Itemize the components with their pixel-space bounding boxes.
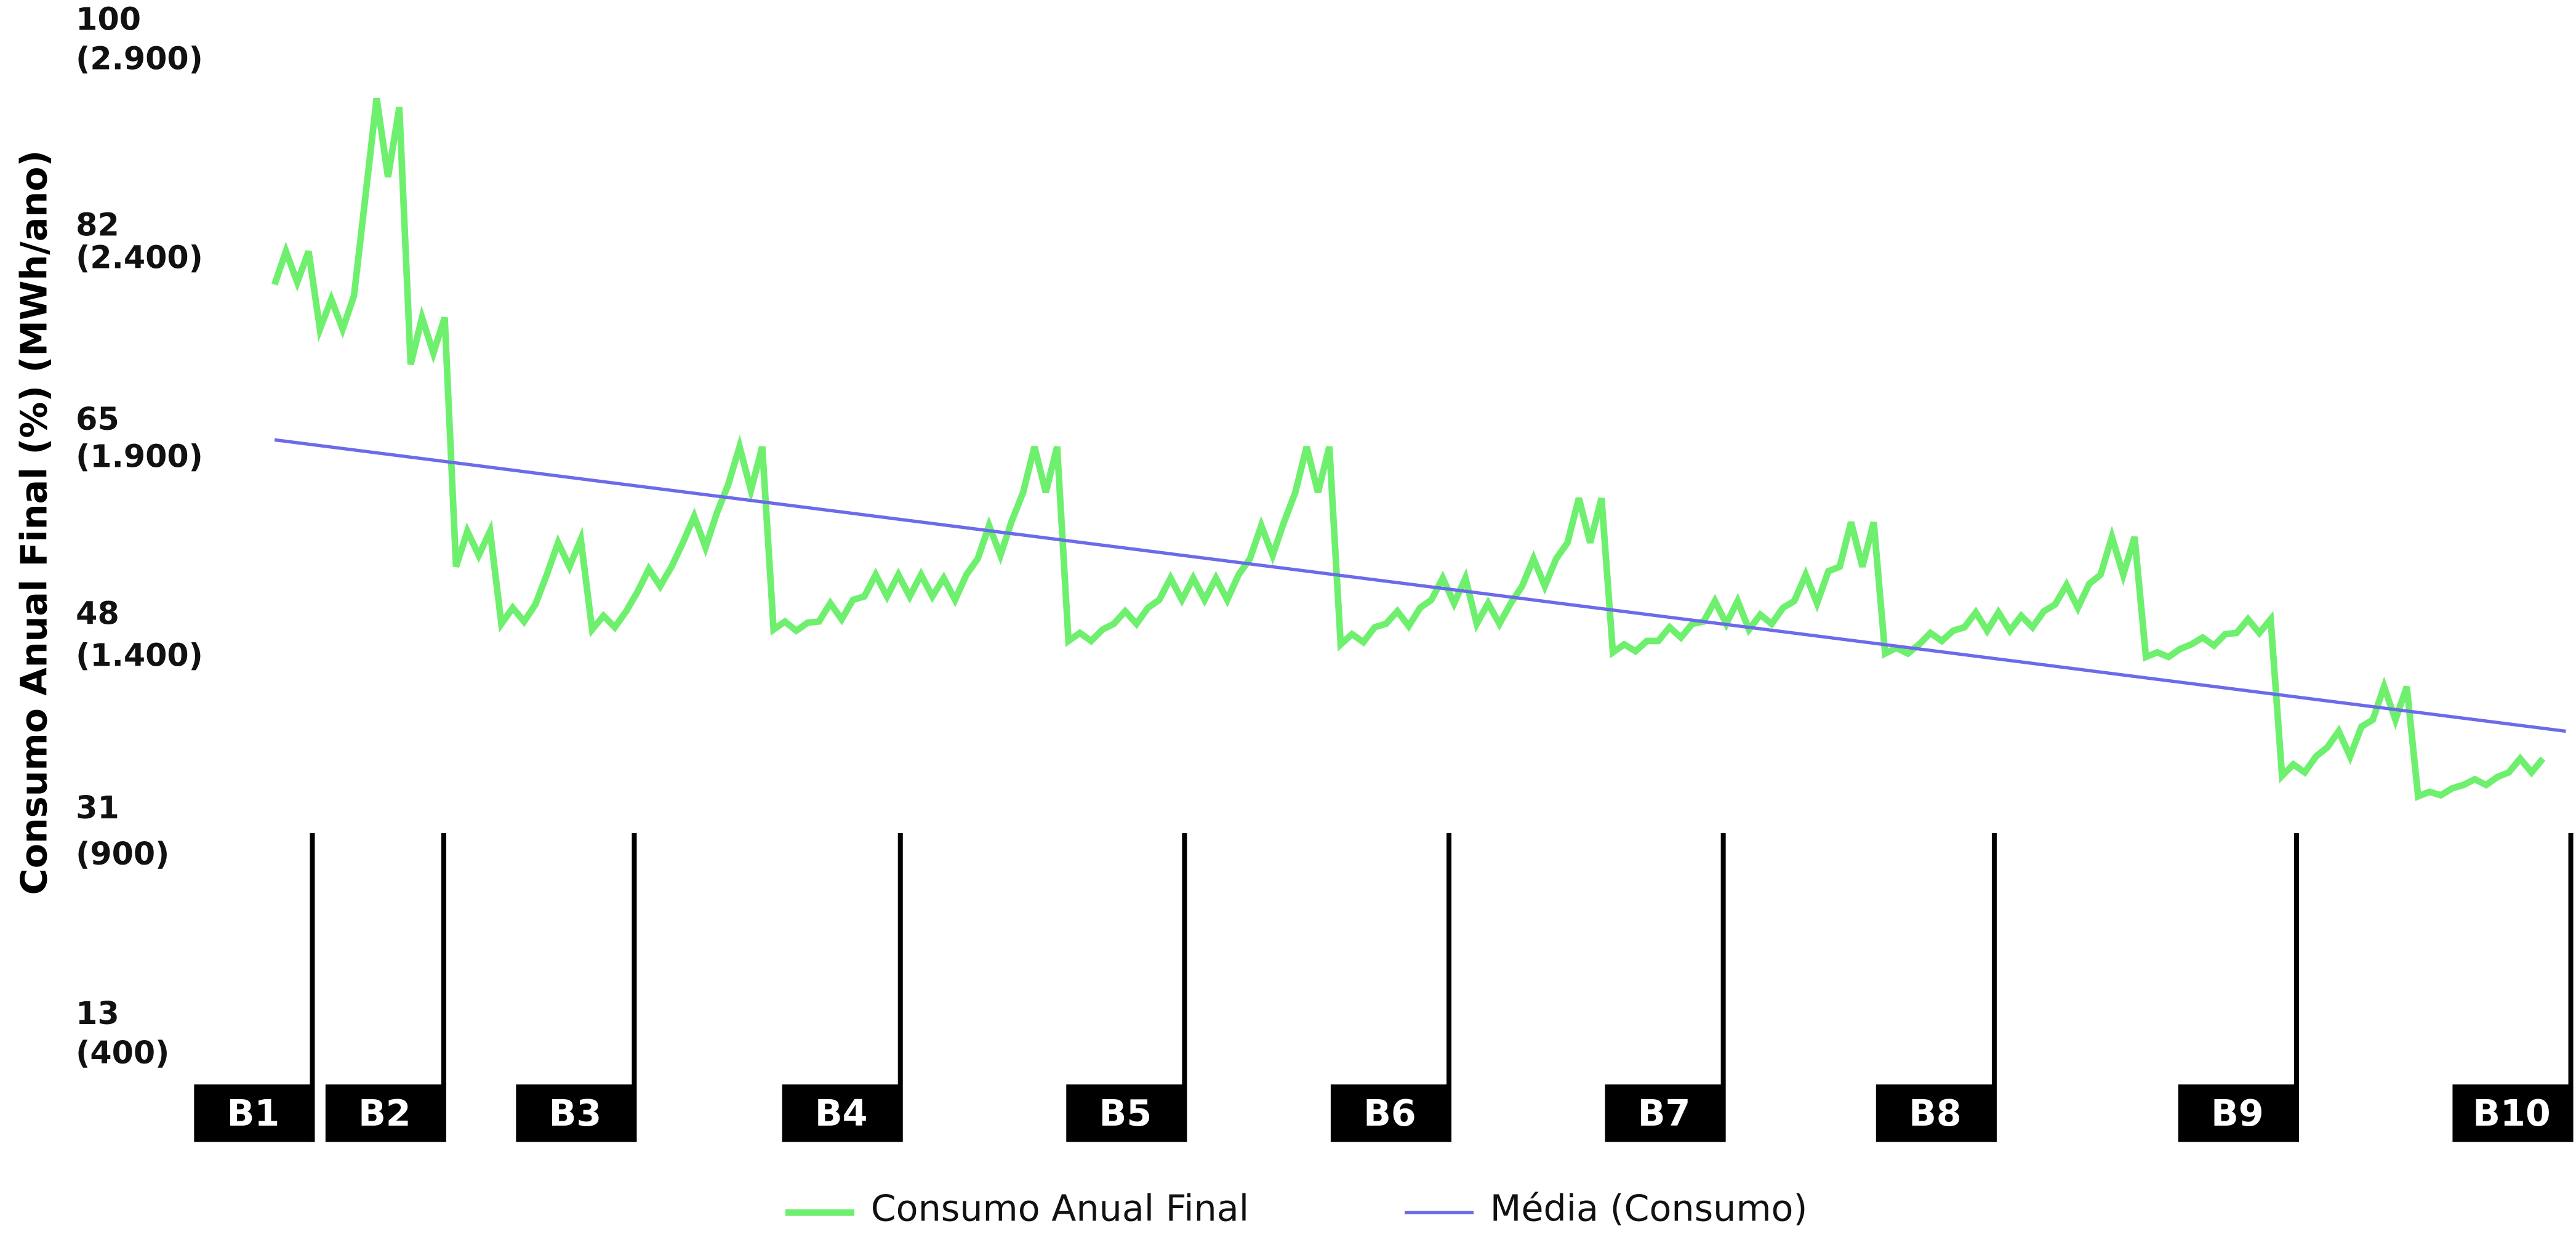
series-line — [274, 438, 2566, 733]
category-label: B8 — [1909, 1092, 1962, 1134]
y-axis-label: Consumo Anual Final (%) (MWh/ano) — [13, 150, 55, 895]
category-box — [516, 1084, 635, 1142]
category-box — [1876, 1084, 1994, 1142]
y2-tick-label: (1.900) — [76, 438, 203, 474]
category-label: B1 — [227, 1092, 280, 1134]
category-box — [2178, 1084, 2297, 1142]
series-line — [271, 97, 2546, 801]
y-tick-label: 82 — [76, 207, 119, 243]
category-label: B2 — [358, 1092, 411, 1134]
category-box — [1330, 1084, 1450, 1142]
category-box — [2452, 1084, 2571, 1142]
y2-tick-label: (2.400) — [76, 240, 203, 276]
category-label: B9 — [2211, 1092, 2264, 1134]
category-label: B5 — [1099, 1092, 1152, 1134]
category-box — [194, 1084, 313, 1142]
y2-tick-label: (1.400) — [76, 637, 203, 673]
legend-label: Média (Consumo) — [1490, 1188, 1808, 1230]
legend-label: Consumo Anual Final — [871, 1188, 1249, 1230]
category-label: B7 — [1638, 1092, 1691, 1134]
y-tick-label: 13 — [76, 995, 119, 1031]
y-tick-label: 31 — [76, 789, 119, 826]
category-box — [1605, 1084, 1723, 1142]
y2-tick-label: (2.900) — [76, 41, 203, 77]
category-box — [782, 1084, 901, 1142]
y2-tick-label: (400) — [76, 1034, 169, 1071]
y-tick-label: 48 — [76, 595, 119, 632]
category-label: B3 — [549, 1092, 602, 1134]
category-label: B10 — [2473, 1092, 2550, 1134]
category-label: B4 — [815, 1092, 868, 1134]
category-label: B6 — [1363, 1092, 1416, 1134]
y-tick-label: 100 — [76, 1, 141, 38]
category-box — [325, 1084, 444, 1142]
category-box — [1066, 1084, 1185, 1142]
y2-tick-label: (900) — [76, 836, 169, 872]
y-tick-label: 65 — [76, 401, 119, 437]
